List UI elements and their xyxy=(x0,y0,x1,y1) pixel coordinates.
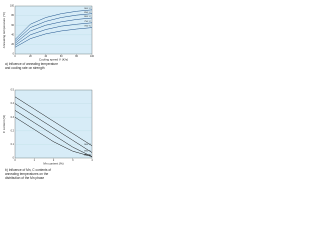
series-line xyxy=(14,103,93,153)
x-tick-label: 100 xyxy=(90,55,95,58)
series-label: 750 °C xyxy=(84,21,91,23)
x-tick-label: 3 xyxy=(72,159,74,162)
y-tick-label: 0 xyxy=(13,53,15,56)
series-line xyxy=(14,27,93,48)
series-line xyxy=(14,22,93,46)
x-tick-label: 60 xyxy=(60,55,63,58)
x-tick-label: 1 xyxy=(34,159,36,162)
series-line xyxy=(14,17,93,44)
y-tick-label: 20 xyxy=(11,43,14,46)
figure: 0 20 40 60 80 100 0 20 40 60 80 100 Cooling speed V … xyxy=(2,5,95,180)
series-line xyxy=(14,116,93,157)
series-label: 850 °C xyxy=(84,151,91,153)
series-label: 850 °C xyxy=(84,12,91,14)
plot-area xyxy=(14,89,93,159)
series-label: 750 °C xyxy=(84,155,91,157)
caption: a) Influence of annealing temperature and… xyxy=(5,62,58,70)
x-tick-label: 0 xyxy=(14,55,16,58)
x-tick-label: 2 xyxy=(53,159,55,162)
y-axis-label: Annealing temperature (°C) xyxy=(2,12,6,49)
x-tick-label: 80 xyxy=(75,55,78,58)
x-tick-label: 0 xyxy=(14,159,16,162)
y-tick-label: 80 xyxy=(11,14,14,17)
x-axis-label: Mn content (%) xyxy=(43,161,63,165)
y-tick-label: 100 xyxy=(10,5,15,8)
y-axis-label: C content (%) xyxy=(2,115,6,133)
x-tick-label: 40 xyxy=(44,55,47,58)
y-tick-label: 0.3 xyxy=(11,116,15,119)
y-tick-label: 60 xyxy=(11,24,14,27)
series-line xyxy=(14,9,93,40)
y-tick-label: 0.4 xyxy=(11,102,15,105)
x-tick-label: 20 xyxy=(29,55,32,58)
series-label: 900 °C xyxy=(84,8,91,10)
y-tick-label: 0.2 xyxy=(11,129,15,132)
series-label: 900 °C xyxy=(84,144,91,146)
plot-area xyxy=(14,5,93,55)
series-line xyxy=(14,13,93,42)
x-axis-label: Cooling speed V (K/s) xyxy=(39,57,68,61)
y-tick-label: 0.1 xyxy=(11,143,15,146)
x-tick-label: 4 xyxy=(91,159,93,162)
series-line xyxy=(14,96,93,146)
y-tick-label: 0 xyxy=(13,157,15,160)
page: {"chart_data": [ {"type": "line", "color… xyxy=(0,0,100,187)
caption: b) Influence of Mn, C contents of anneali… xyxy=(5,168,51,180)
series-line xyxy=(14,110,93,157)
y-tick-label: 0.5 xyxy=(11,89,15,92)
y-tick-label: 40 xyxy=(11,33,14,36)
series-label: 800 °C xyxy=(84,16,91,18)
series-label: 700 °C xyxy=(84,26,91,28)
